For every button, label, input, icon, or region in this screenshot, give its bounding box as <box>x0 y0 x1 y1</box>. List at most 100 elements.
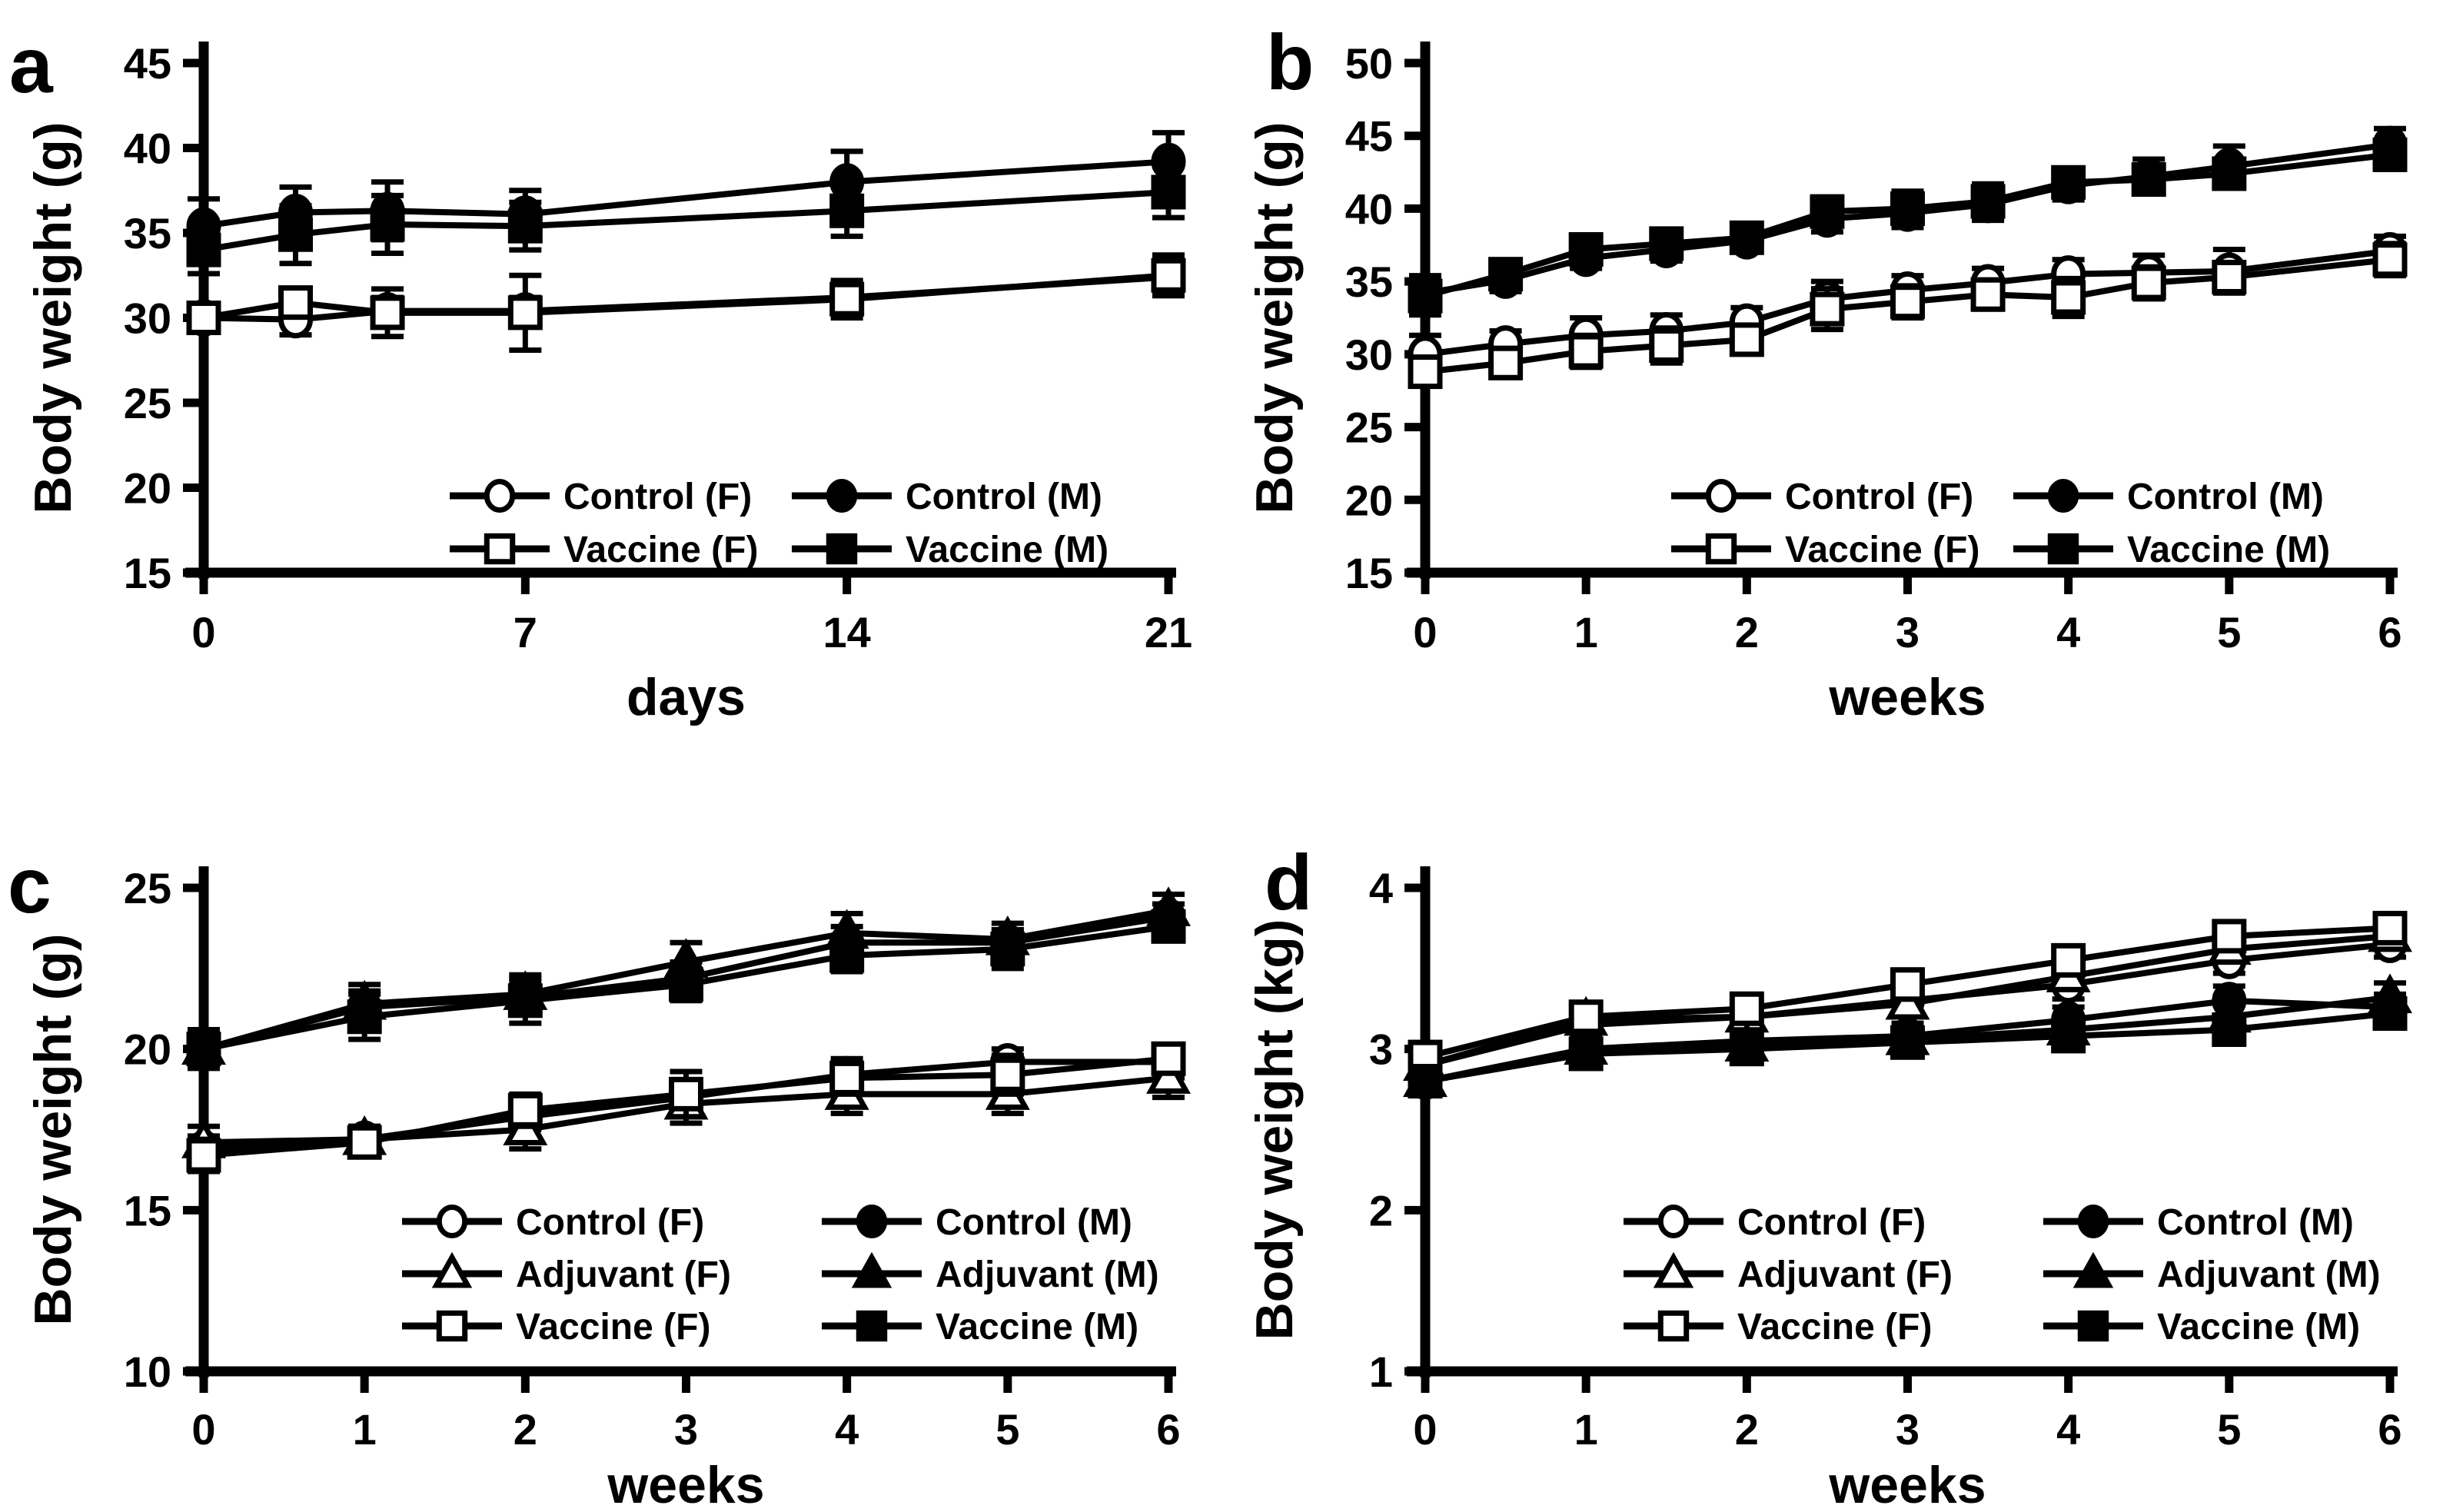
legend-label: Vaccine (M) <box>2157 1307 2360 1348</box>
legend-label: Adjuvant (F) <box>1737 1254 1953 1295</box>
square-open-marker <box>829 281 865 317</box>
legend-item-control-f: Control (F) <box>402 1202 704 1243</box>
square-open-marker <box>1488 345 1524 380</box>
y-tick-label: 25 <box>1345 404 1393 452</box>
legend-item-vaccine-m: Vaccine (M) <box>822 1307 1138 1348</box>
axes: 15 20 25 30 35 40 45 0 7 14 21 Body weight (g) days <box>24 39 1192 726</box>
series-vaccine-m <box>186 909 1186 1068</box>
legend: Control (F) Control (M) Vaccine (F) Vaccine… <box>1671 477 2330 570</box>
square-open-marker <box>507 295 543 331</box>
square-filled-marker <box>507 208 543 244</box>
square-open-marker <box>278 285 314 321</box>
square-filled-marker <box>1151 174 1186 210</box>
x-tick-label: 0 <box>1413 608 1437 656</box>
x-tick-label: 21 <box>1145 608 1192 656</box>
series-vaccine-f <box>1408 910 2408 1075</box>
legend: Control (F) Control (M) Adjuvant (F) Adjuva… <box>1624 1202 2381 1348</box>
square-open-marker <box>2372 910 2408 945</box>
square-open-marker <box>990 1057 1025 1092</box>
square-filled-marker <box>1408 278 1443 314</box>
square-filled-marker <box>2047 533 2079 565</box>
circle-filled-marker <box>2047 479 2079 513</box>
legend-label: Control (M) <box>936 1202 1132 1243</box>
circle-filled-marker <box>826 479 858 513</box>
square-open-marker <box>2212 919 2247 954</box>
x-tick-label: 4 <box>2056 608 2080 656</box>
square-filled-marker <box>2051 1019 2086 1054</box>
square-open-marker <box>2051 942 2086 978</box>
x-tick-label: 6 <box>1156 1405 1180 1454</box>
panel-b: b 15 20 25 30 35 40 45 50 0 1 2 3 4 5 6 Body weight (g)… <box>1222 0 2443 756</box>
triangle-filled-marker <box>2072 1251 2114 1288</box>
x-tick-label: 6 <box>2378 1405 2401 1454</box>
y-tick-label: 1 <box>1369 1348 1393 1396</box>
legend-item-control-m: Control (M) <box>822 1202 1132 1243</box>
legend-item-vaccine-f: Vaccine (F) <box>1671 530 1979 570</box>
legend-label: Control (M) <box>2127 477 2324 517</box>
legend-label: Vaccine (M) <box>2127 530 2330 570</box>
square-open-marker <box>669 1076 703 1112</box>
square-filled-marker <box>2051 164 2086 200</box>
legend-item-control-f: Control (F) <box>450 477 752 517</box>
square-open-marker <box>1568 334 1604 369</box>
legend-item-vaccine-f: Vaccine (F) <box>450 530 758 570</box>
y-axis-title: Body weight (kg) <box>1245 919 1304 1341</box>
triangle-open-marker <box>431 1251 473 1288</box>
square-filled-marker <box>1568 1036 1604 1072</box>
square-open-marker <box>1705 533 1737 565</box>
legend-label: Vaccine (M) <box>906 530 1108 570</box>
square-open-marker <box>1729 322 1764 357</box>
square-filled-marker <box>1729 220 1764 255</box>
x-tick-label: 0 <box>1413 1405 1437 1454</box>
x-tick-label: 0 <box>191 1405 215 1454</box>
circle-open-marker <box>1657 1205 1690 1238</box>
x-axis-title: days <box>627 668 746 726</box>
square-open-marker <box>2372 242 2408 277</box>
legend-item-adjuvant-f: Adjuvant (F) <box>402 1251 731 1295</box>
y-tick-label: 20 <box>124 1025 171 1074</box>
square-open-marker <box>1890 967 1925 1002</box>
legend: Control (F) Control (M) Adjuvant (F) Adjuva… <box>402 1202 1159 1348</box>
square-filled-marker <box>1151 909 1186 944</box>
legend-label: Vaccine (F) <box>516 1307 710 1348</box>
square-open-marker <box>2212 259 2247 294</box>
square-filled-marker <box>1810 194 1845 229</box>
y-tick-label: 15 <box>124 549 171 597</box>
square-open-marker <box>1970 277 2006 312</box>
panel-b-letter: b <box>1266 18 1315 106</box>
x-tick-label: 2 <box>514 1405 537 1454</box>
square-open-marker <box>347 1125 382 1160</box>
series-vaccine-f <box>186 252 1186 353</box>
square-open-marker <box>1729 991 1764 1026</box>
legend-label: Vaccine (F) <box>1737 1307 1932 1348</box>
x-tick-label: 1 <box>353 1405 377 1454</box>
legend-item-adjuvant-m: Adjuvant (M) <box>2043 1251 2381 1295</box>
square-filled-marker <box>2372 137 2408 172</box>
legend-label: Adjuvant (M) <box>936 1254 1159 1295</box>
y-tick-label: 2 <box>1369 1186 1393 1235</box>
legend-label: Vaccine (M) <box>936 1307 1138 1348</box>
square-filled-marker <box>2372 996 2408 1032</box>
y-tick-label: 40 <box>1345 184 1393 233</box>
panel-c-letter: c <box>8 842 52 929</box>
square-filled-marker <box>2077 1310 2109 1342</box>
series-vaccine-m <box>1408 996 2408 1099</box>
x-tick-label: 14 <box>823 608 871 656</box>
series-vaccine-f <box>186 1041 1186 1175</box>
panel-c: c 10 15 20 25 0 1 2 3 4 5 6 Body weight (g) weeks Con… <box>0 756 1222 1512</box>
legend-label: Control (M) <box>2157 1202 2354 1243</box>
y-tick-label: 30 <box>124 294 171 343</box>
square-open-marker <box>370 295 405 331</box>
panel-d-letter: d <box>1265 839 1313 926</box>
y-axis-title: Body weight (g) <box>24 122 82 514</box>
square-open-marker <box>2051 280 2086 315</box>
square-filled-marker <box>1890 1025 1925 1060</box>
x-tick-label: 1 <box>1574 608 1598 656</box>
square-filled-marker <box>856 1310 888 1342</box>
square-open-marker <box>436 1310 468 1342</box>
y-tick-label: 40 <box>124 125 171 173</box>
y-axis-title: Body weight (g) <box>24 934 82 1326</box>
x-tick-label: 4 <box>2056 1405 2080 1454</box>
